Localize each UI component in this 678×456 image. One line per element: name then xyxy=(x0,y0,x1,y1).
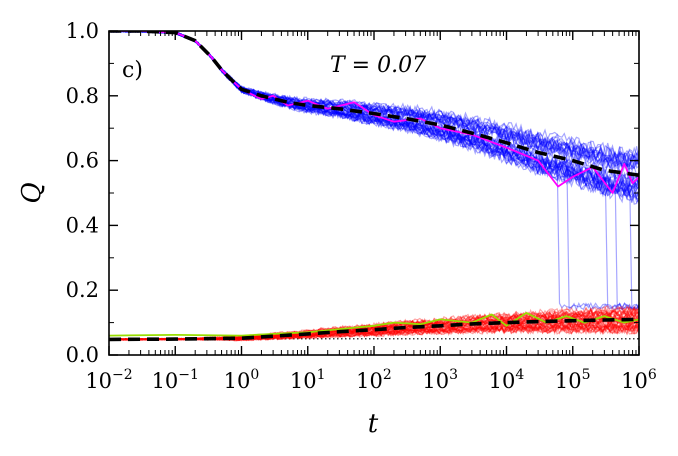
lower-ensemble-trajectory xyxy=(109,322,639,342)
axis-ticks xyxy=(108,30,640,356)
lower-ensemble-trajectory xyxy=(109,319,639,341)
x-tick-label: 106 xyxy=(621,367,657,393)
lower-mean-dashed-line xyxy=(109,317,639,342)
lower-ensemble-trajectory xyxy=(109,324,639,342)
lower-ensemble-trajectory xyxy=(109,305,639,341)
lower-ensemble-trajectory xyxy=(109,306,639,341)
y-tick-labels: 0.0 0.2 0.4 0.6 0.8 1.0 xyxy=(66,19,99,367)
x-tick-label: 104 xyxy=(489,367,525,393)
y-axis-title: Q xyxy=(17,182,47,203)
y-tick-label: 0.6 xyxy=(66,149,99,173)
upper-mean-dashed-line xyxy=(109,31,639,177)
x-tick-label: 10−2 xyxy=(85,367,132,393)
lower-ensemble-trajectory xyxy=(109,320,639,341)
x-axis-title: t xyxy=(368,409,379,439)
x-tick-label: 103 xyxy=(422,367,458,393)
lower-highlighted-trajectory xyxy=(109,312,639,337)
plot-area xyxy=(109,31,639,342)
x-tick-label: 10−1 xyxy=(152,367,199,393)
lower-ensemble-trajectory xyxy=(109,323,639,342)
lower-ensemble-trajectory xyxy=(109,323,639,342)
y-tick-label: 1.0 xyxy=(66,19,99,43)
y-tick-label: 0.4 xyxy=(66,213,99,237)
lower-ensemble-trajectory xyxy=(109,318,639,341)
panel-label: c) xyxy=(122,58,143,83)
lower-ensemble-trajectory xyxy=(109,323,639,342)
y-tick-label: 0.2 xyxy=(66,278,99,302)
x-tick-label: 102 xyxy=(356,367,392,393)
x-tick-label: 101 xyxy=(290,367,326,393)
lower-ensemble-trajectory xyxy=(109,309,639,341)
lower-ensemble-trajectory xyxy=(109,317,639,341)
lower-ensemble-trajectory xyxy=(109,319,639,341)
x-tick-label: 100 xyxy=(224,367,260,393)
x-tick-labels: 10−2 10−1 100 101 102 103 104 105 106 xyxy=(85,367,657,393)
y-tick-label: 0.8 xyxy=(66,84,99,108)
lower-ensemble-trajectory xyxy=(109,323,639,342)
lower-ensemble-trajectory xyxy=(109,319,639,341)
lower-ensemble xyxy=(109,303,639,342)
lower-ensemble-trajectory xyxy=(109,310,639,341)
lower-ensemble-trajectory xyxy=(109,312,639,341)
lower-ensemble-trajectory xyxy=(109,310,639,341)
lower-ensemble-trajectory xyxy=(109,323,639,342)
x-tick-label: 105 xyxy=(555,367,591,393)
lower-ensemble-trajectory xyxy=(109,315,639,341)
lower-ensemble-trajectory xyxy=(109,307,639,341)
lower-ensemble-trajectory xyxy=(109,304,639,341)
axes-frame xyxy=(108,30,640,356)
lower-ensemble-trajectory xyxy=(109,325,639,342)
lower-ensemble-trajectory xyxy=(109,321,639,341)
lower-ensemble-trajectory xyxy=(109,320,639,341)
y-tick-label: 0.0 xyxy=(66,343,99,367)
temperature-annotation: T = 0.07 xyxy=(330,53,426,78)
lower-ensemble-trajectory xyxy=(109,322,639,342)
upper-ensemble-trajectory xyxy=(109,31,639,162)
